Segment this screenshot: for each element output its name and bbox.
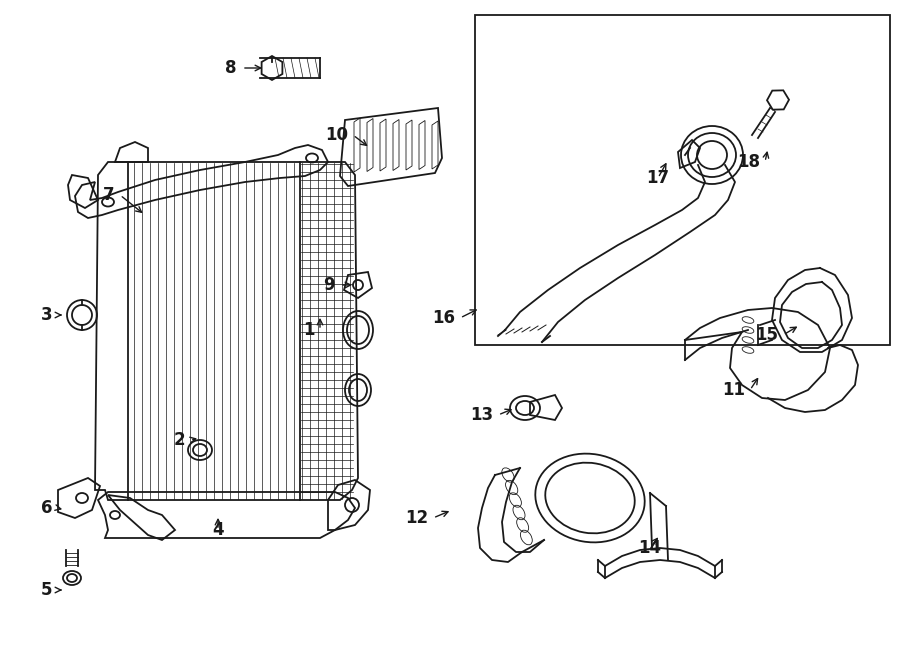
Text: 3: 3 [40,306,52,324]
Text: 8: 8 [226,59,237,77]
Text: 17: 17 [646,169,670,187]
Text: 9: 9 [323,276,335,294]
Text: 11: 11 [722,381,745,399]
Text: 14: 14 [638,539,662,557]
Text: 15: 15 [755,326,778,344]
Text: 18: 18 [737,153,760,171]
Text: 4: 4 [212,521,224,539]
Text: 1: 1 [303,321,315,339]
Text: 2: 2 [174,431,185,449]
Text: 5: 5 [40,581,52,599]
Text: 16: 16 [432,309,455,327]
Text: 6: 6 [40,499,52,517]
Bar [475,15,890,345]
Text: 10: 10 [325,126,348,144]
Text: 13: 13 [470,406,493,424]
Text: 7: 7 [104,186,115,204]
Text: 12: 12 [405,509,428,527]
